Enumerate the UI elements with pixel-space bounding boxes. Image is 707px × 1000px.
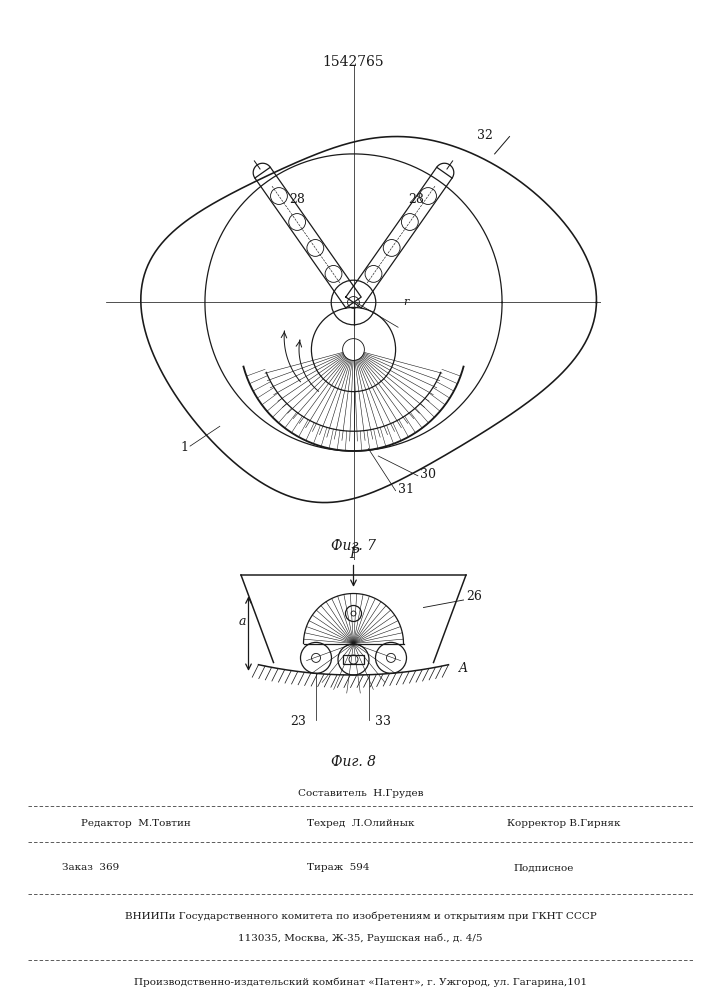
Text: ВНИИПи Государственного комитета по изобретениям и открытиям при ГКНТ СССР: ВНИИПи Государственного комитета по изоб… (124, 912, 597, 921)
Text: Корректор В.Гирняк: Корректор В.Гирняк (507, 820, 620, 828)
Text: 23: 23 (291, 715, 306, 728)
Bar (343, 655, 364, 664)
Text: Техред  Л.Олийнык: Техред Л.Олийнык (308, 820, 415, 828)
Text: 28: 28 (289, 193, 305, 206)
Text: 26: 26 (466, 590, 482, 603)
Text: P: P (349, 546, 358, 560)
Text: Фиг. 8: Фиг. 8 (331, 756, 376, 770)
Text: a: a (238, 615, 246, 628)
Text: A: A (459, 662, 467, 676)
Text: Заказ  369: Заказ 369 (62, 863, 119, 872)
Text: 1: 1 (180, 441, 188, 454)
Text: r: r (403, 297, 409, 307)
Text: Редактор  М.Товтин: Редактор М.Товтин (81, 820, 191, 828)
Text: 30: 30 (421, 468, 436, 481)
Text: Составитель  Н.Грудев: Составитель Н.Грудев (298, 789, 423, 798)
Text: Производственно-издательский комбинат «Патент», г. Ужгород, ул. Гагарина,101: Производственно-издательский комбинат «П… (134, 978, 587, 987)
Text: 1542765: 1542765 (322, 55, 385, 69)
Text: Подписное: Подписное (513, 863, 574, 872)
Text: 31: 31 (398, 483, 414, 496)
Text: 33: 33 (375, 715, 392, 728)
Text: 32: 32 (477, 129, 493, 142)
Text: Тираж  594: Тираж 594 (308, 863, 370, 872)
Text: 113035, Москва, Ж-35, Раушская наб., д. 4/5: 113035, Москва, Ж-35, Раушская наб., д. … (238, 934, 483, 943)
Text: Фиг. 7: Фиг. 7 (331, 539, 376, 553)
Text: 28: 28 (408, 193, 424, 206)
